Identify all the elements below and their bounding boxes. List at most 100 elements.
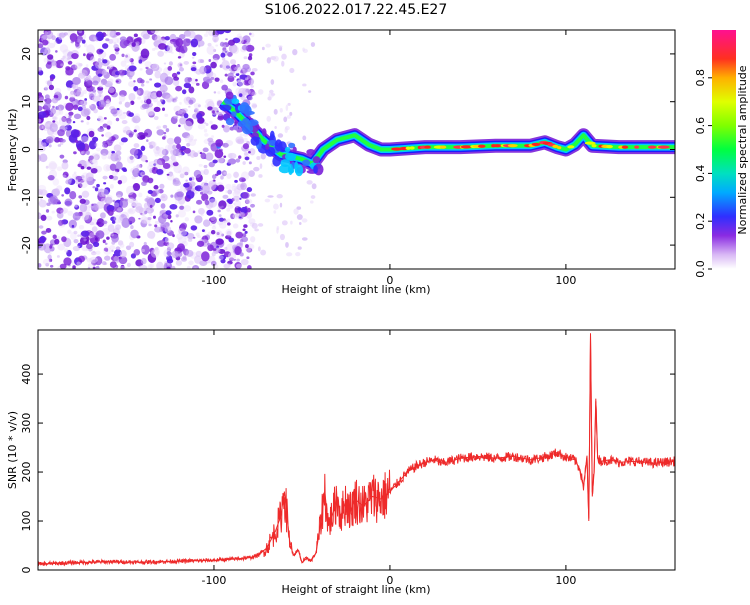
spectrogram-blob (278, 164, 291, 174)
spectrogram-noise-speck (136, 164, 142, 169)
spectrogram-noise-speck (184, 76, 191, 84)
spectrogram-noise-speck (281, 53, 287, 60)
spectrogram-xtick-label: -100 (201, 274, 226, 287)
spectrogram-noise-speck (93, 154, 100, 161)
spectrogram-noise-speck (216, 30, 225, 35)
spectrogram-noise-speck (52, 116, 57, 120)
spectrogram-noise-speck (175, 96, 178, 100)
spectrogram-noise-speck (284, 127, 288, 134)
spectrogram-noise-speck (122, 168, 128, 173)
spectrogram-noise-speck (92, 266, 96, 269)
spectrogram-noise-speck (74, 62, 82, 70)
spectrogram-noise-speck (201, 251, 210, 262)
spectrogram-noise-speck (52, 105, 55, 109)
spectrogram-noise-speck (239, 197, 242, 200)
spectrogram-noise-speck (92, 186, 96, 189)
spectrogram-noise-speck (102, 43, 109, 49)
spectrogram-noise-speck (97, 116, 105, 123)
spectrogram-noise-speck (65, 67, 74, 76)
spectrogram-noise-speck (115, 224, 122, 230)
spectrogram-noise-speck (145, 80, 150, 84)
spectrogram-noise-speck (101, 134, 104, 137)
spectrogram-noise-speck (67, 121, 72, 125)
spectrogram-noise-speck (183, 60, 190, 65)
spectrogram-noise-speck (91, 95, 101, 102)
spectrogram-noise-speck (108, 38, 114, 45)
spectrogram-noise-speck (242, 143, 250, 150)
spectrogram-noise-speck (116, 194, 122, 199)
spectrogram-noise-speck (220, 258, 226, 264)
spectrogram-noise-speck (100, 148, 109, 156)
spectrogram-noise-speck (52, 234, 57, 240)
spectrogram-noise-speck (72, 173, 78, 179)
spectrogram-noise-speck (76, 245, 80, 248)
spectrogram-noise-speck (197, 123, 206, 130)
spectrogram-noise-speck (266, 115, 272, 122)
spectrogram-noise-speck (139, 68, 143, 71)
spectrogram-noise-speck (83, 43, 88, 48)
spectrogram-noise-speck (45, 209, 50, 213)
spectrogram-noise-speck (75, 175, 83, 181)
spectrogram-noise-speck (44, 47, 51, 55)
spectrogram-noise-speck (103, 117, 107, 120)
spectrogram-noise-speck (86, 243, 93, 250)
spectrogram-noise-speck (64, 95, 69, 100)
spectrogram-noise-speck (152, 97, 158, 103)
spectrogram-noise-speck (146, 98, 152, 105)
spectrogram-noise-speck (175, 260, 183, 266)
spectrogram-noise-speck (212, 110, 215, 114)
spectrogram-noise-speck (66, 249, 72, 257)
spectrogram-noise-speck (153, 116, 159, 121)
spectrogram-hotspot (531, 142, 541, 147)
spectrogram-noise-speck (210, 229, 216, 235)
spectrogram-noise-speck (215, 44, 219, 47)
spectrogram-noise-speck (156, 168, 164, 175)
spectrogram-noise-speck (185, 249, 194, 257)
spectrogram-noise-speck (76, 86, 82, 93)
spectrogram-noise-speck (183, 120, 193, 131)
spectrogram-noise-speck (165, 210, 172, 216)
spectrogram-noise-speck (197, 45, 201, 48)
spectrogram-noise-speck (78, 195, 83, 199)
spectrogram-noise-speck (154, 224, 158, 228)
spectrogram-noise-speck (161, 148, 169, 156)
spectrogram-blob (265, 143, 270, 150)
spectrogram-noise-speck (232, 81, 237, 87)
spectrogram-noise-speck (47, 54, 54, 60)
spectrogram-noise-speck (45, 262, 50, 267)
spectrogram-ylabel: Frequency (Hz) (6, 109, 19, 192)
spectrogram-noise-speck (293, 208, 299, 215)
spectrogram-noise-speck (117, 217, 123, 223)
spectrogram-noise-speck (311, 183, 317, 190)
spectrogram-blob (231, 111, 237, 117)
spectrogram-noise-speck (81, 190, 90, 198)
spectrogram-noise-speck (235, 231, 244, 239)
spectrogram-noise-speck (243, 137, 248, 143)
spectrogram-noise-speck (179, 117, 187, 125)
spectrogram-noise-speck (73, 104, 79, 110)
spectrogram-noise-speck (95, 31, 104, 41)
spectrogram-noise-speck (136, 87, 144, 96)
spectrogram-noise-speck (198, 207, 205, 215)
spectrogram-noise-speck (57, 235, 61, 240)
spectrogram-blob (274, 139, 283, 152)
spectrogram-noise-speck (135, 133, 139, 137)
spectrogram-noise-speck (74, 204, 78, 208)
spectrogram-noise-speck (132, 205, 135, 208)
spectrogram-noise-speck (207, 106, 213, 111)
spectrogram-noise-speck (138, 264, 148, 269)
spectrogram-noise-speck (220, 175, 224, 180)
spectrogram-noise-speck (74, 41, 80, 47)
spectrogram-noise-speck (143, 241, 147, 246)
spectrogram-noise-speck (207, 244, 214, 252)
spectrogram-noise-speck (172, 78, 180, 87)
spectrogram-noise-speck (234, 70, 239, 74)
spectrogram-noise-speck (202, 219, 211, 227)
spectrogram-noise-speck (106, 204, 115, 212)
spectrogram-noise-speck (188, 99, 194, 105)
spectrogram-ytick-label: -10 (20, 188, 33, 206)
spectrogram-noise-speck (166, 137, 175, 145)
spectrogram-noise-speck (115, 190, 124, 198)
spectrogram-noise-speck (213, 39, 217, 43)
